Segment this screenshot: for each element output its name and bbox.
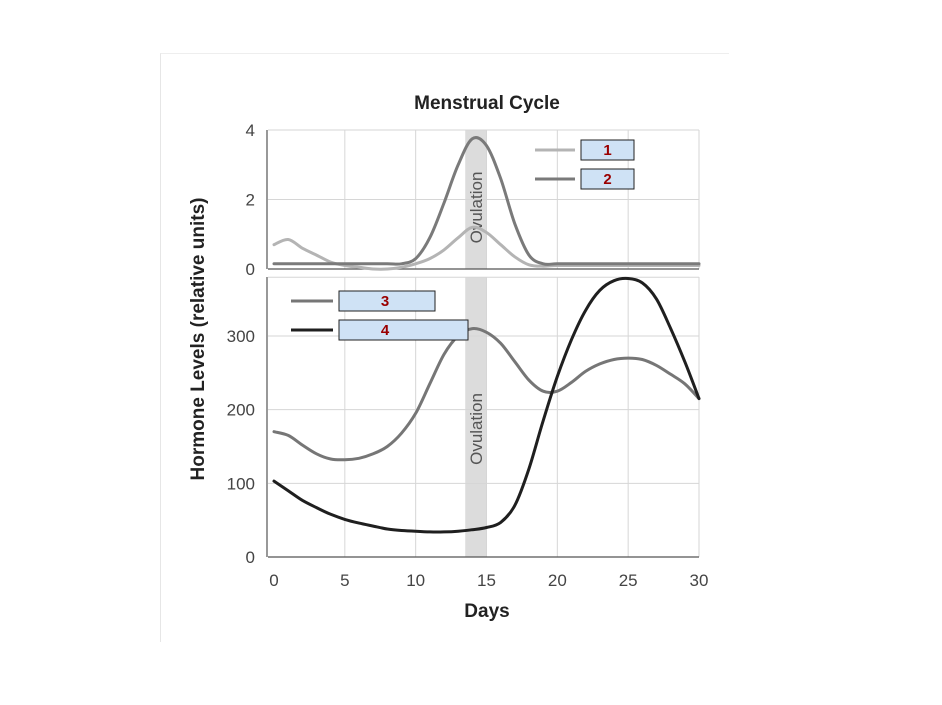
- panel-2: Ovulation 0 100 200 300 0 5 10 15 20 25 30 3 4: [227, 276, 709, 590]
- ovulation-label: Ovulation: [467, 393, 486, 465]
- x-tick-label: 15: [477, 571, 496, 590]
- legend-box-1: [580, 139, 635, 161]
- x-tick-label: 25: [619, 571, 638, 590]
- ovulation-label: Ovulation: [467, 172, 486, 244]
- x-tick-label: 30: [690, 571, 709, 590]
- series-line-3: [272, 326, 701, 462]
- plot-panels: Ovulation 0 2 4 1 2 Ovulation 0 100 200 300 0 5 10 15 2…: [227, 121, 709, 590]
- chart-title: Menstrual Cycle: [414, 93, 560, 114]
- legend-label-4: 4: [381, 322, 390, 339]
- panel-1: Ovulation 0 2 4 1 2: [246, 121, 701, 279]
- x-tick-label: 20: [548, 571, 567, 590]
- series-line-4: [272, 276, 701, 534]
- x-tick-label: 5: [340, 571, 349, 590]
- ovulation-band: [465, 277, 487, 557]
- x-axis-label: Days: [464, 601, 509, 622]
- y-axis-label: Hormone Levels (relative units): [188, 198, 209, 481]
- legend-label-1: 1: [603, 142, 611, 159]
- y-tick-label: 2: [246, 191, 255, 210]
- y-tick-label: 300: [227, 327, 255, 346]
- y-tick-label: 100: [227, 474, 255, 493]
- y-tick-label: 4: [246, 121, 255, 140]
- legend-label-2: 2: [603, 171, 611, 188]
- legend-box-2: [580, 168, 635, 190]
- series-line-2: [272, 136, 701, 266]
- x-tick-label: 0: [269, 571, 278, 590]
- legend-box-3: [338, 290, 436, 312]
- y-tick-label: 200: [227, 401, 255, 420]
- legend-label-3: 3: [381, 293, 389, 310]
- legend-box-4: [338, 319, 469, 341]
- y-tick-label: 0: [246, 260, 255, 279]
- x-tick-label: 10: [406, 571, 425, 590]
- y-tick-label: 0: [246, 548, 255, 567]
